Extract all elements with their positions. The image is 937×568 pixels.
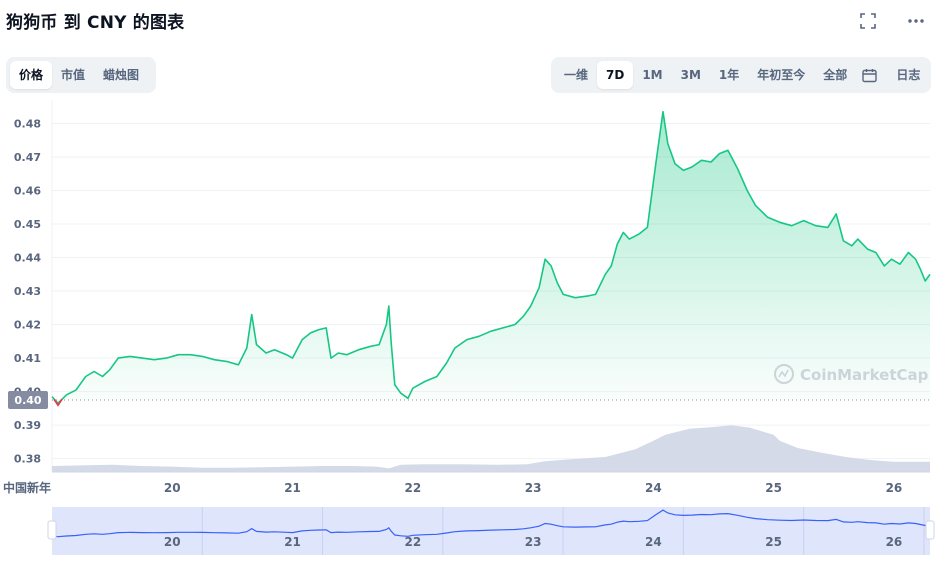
y-tick-label: 0.44: [14, 252, 41, 265]
x-tick-label: 20: [164, 481, 181, 495]
x-tick-label: 26: [886, 481, 903, 495]
more-icon[interactable]: [905, 10, 927, 32]
navigator-tick-label: 23: [525, 535, 542, 549]
chart-type-tabs: 价格 市值 蜡烛图: [6, 57, 156, 93]
y-tick-label: 0.43: [14, 285, 41, 298]
navigator-tick-label: 26: [886, 535, 903, 549]
volume-area: [52, 425, 930, 472]
navigator-line: [51, 509, 931, 538]
price-line: [51, 110, 931, 405]
chart-title: 狗狗币 到 CNY 的图表: [6, 13, 185, 33]
fullscreen-icon[interactable]: [857, 10, 879, 32]
x-tick-label: 22: [404, 481, 421, 495]
current-price-label: 0.40: [14, 394, 41, 407]
navigator-grid: [201, 507, 925, 555]
range-7d[interactable]: 7D: [597, 61, 634, 89]
coinmarketcap-logo-icon: [774, 364, 794, 384]
navigator-handle-right[interactable]: [925, 520, 935, 540]
range-ytd[interactable]: 年初至今: [757, 68, 806, 82]
down-marker: [53, 398, 63, 407]
x-tick-label: 21: [284, 481, 301, 495]
tab-candlestick[interactable]: 蜡烛图: [103, 68, 140, 82]
coinmarketcap-watermark: CoinMarketCap: [774, 364, 929, 384]
y-tick-label: 0.38: [14, 453, 41, 466]
navigator-handle-left[interactable]: [47, 520, 57, 540]
current-price-box: [8, 390, 48, 409]
y-tick-label: 0.45: [14, 218, 41, 231]
current-price-marker: 0.40: [8, 390, 48, 409]
header-actions: [857, 10, 927, 32]
tab-price[interactable]: 价格: [10, 61, 53, 89]
calendar-icon[interactable]: [862, 61, 878, 89]
range-1y[interactable]: 1年: [718, 68, 740, 82]
range-1m[interactable]: 1M: [642, 68, 663, 82]
navigator-tick-label: 21: [284, 535, 301, 549]
range-navigator[interactable]: 20 21 22 23 24 25 26: [47, 507, 935, 555]
price-chart[interactable]: 0.38 0.39 0.40 0.41 0.42 0.43 0.44 0.45 0.46 0.47…: [0, 100, 937, 568]
y-tick-label: 0.41: [14, 352, 41, 365]
price-area: [52, 111, 930, 404]
y-tick-label: 0.42: [14, 319, 41, 332]
time-range-tabs: 一维 7D 1M 3M 1年 年初至今 全部 日志: [551, 57, 931, 93]
navigator-tick-label: 25: [765, 535, 782, 549]
range-1d[interactable]: 一维: [564, 68, 589, 82]
y-tick-label: 0.47: [14, 151, 41, 164]
x-tick-label: 25: [765, 481, 782, 495]
x-tick-label: 23: [525, 481, 542, 495]
log-scale-toggle[interactable]: 日志: [896, 68, 921, 82]
navigator-tick-label: 24: [645, 535, 662, 549]
watermark-text: CoinMarketCap: [800, 366, 929, 384]
range-all[interactable]: 全部: [823, 68, 848, 82]
x-axis: 中国新年 20 21 22 23 24 25 26: [3, 480, 902, 495]
range-3m[interactable]: 3M: [680, 68, 701, 82]
x-tick-label: 24: [645, 481, 662, 495]
navigator-tick-label: 20: [164, 535, 181, 549]
tab-market-cap[interactable]: 市值: [61, 68, 86, 82]
coinmarketcap-logo-wave: [778, 369, 789, 378]
x-tick-label: 中国新年: [3, 480, 51, 495]
y-tick-label: 0.48: [14, 117, 41, 130]
navigator-background: [52, 507, 930, 555]
y-tick-label: 0.39: [14, 419, 41, 432]
y-axis: 0.38 0.39 0.40 0.41 0.42 0.43 0.44 0.45 0.46 0.47…: [14, 117, 41, 465]
y-tick-label: 0.46: [14, 184, 41, 197]
navigator-labels: 20 21 22 23 24 25 26: [164, 535, 902, 549]
navigator-tick-label: 22: [404, 535, 421, 549]
